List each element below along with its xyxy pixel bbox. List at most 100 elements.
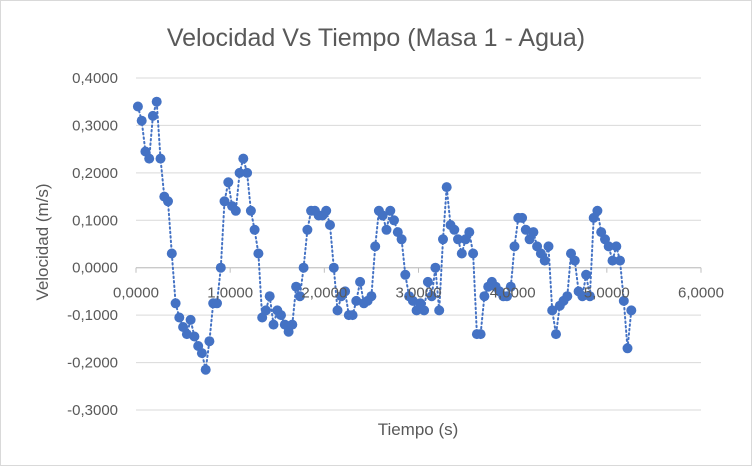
data-point <box>475 329 486 340</box>
y-tick-label: -0,2000 <box>67 355 118 372</box>
data-point <box>389 215 399 226</box>
data-point <box>234 167 245 178</box>
data-point <box>328 262 339 273</box>
data-point <box>400 269 411 280</box>
data-point <box>551 329 561 340</box>
data-point <box>434 305 445 316</box>
data-point <box>253 248 264 259</box>
data-point <box>230 205 241 216</box>
data-point <box>249 224 260 235</box>
y-tick-label: -0,3000 <box>67 402 118 419</box>
data-point <box>407 295 418 306</box>
data-point <box>340 286 351 297</box>
y-tick-label: 0,2000 <box>72 165 118 182</box>
data-point <box>276 310 286 321</box>
data-point <box>581 269 592 280</box>
x-tick-label: 1,0000 <box>207 285 253 302</box>
x-axis-label: Tiempo (s) <box>378 420 459 439</box>
y-axis-label: Velocidad (m/s) <box>33 183 52 300</box>
y-tick-label: 0,0000 <box>72 260 118 277</box>
data-point <box>468 248 479 259</box>
data-point <box>147 110 158 121</box>
data-point <box>223 177 234 188</box>
data-point <box>377 210 388 221</box>
data-point <box>547 305 558 316</box>
data-point <box>419 305 430 316</box>
data-point <box>426 291 437 302</box>
y-tick-label: -0,1000 <box>67 307 118 324</box>
data-point <box>584 291 595 302</box>
data-point <box>144 153 155 164</box>
data-point <box>456 248 467 259</box>
data-point <box>592 205 603 216</box>
x-tick-label: 6,0000 <box>678 285 724 302</box>
x-tick-label: 3,0000 <box>396 285 442 302</box>
data-point <box>622 343 633 354</box>
data-point <box>347 310 358 321</box>
data-point <box>136 115 147 126</box>
data-point <box>163 196 173 207</box>
data-point <box>302 224 313 235</box>
data-point <box>151 96 162 107</box>
data-point <box>238 153 249 164</box>
data-point <box>385 205 396 216</box>
tick-labels: -0,3000 -0,2000 -0,1000 0,0000 0,1000 0,2000 0… <box>67 70 724 419</box>
data-point <box>155 153 166 164</box>
y-tick-label: 0,4000 <box>72 70 118 87</box>
data-point <box>321 205 332 216</box>
data-point <box>615 255 625 266</box>
data-point <box>543 241 554 252</box>
data-point <box>366 291 377 302</box>
y-tick-label: 0,1000 <box>72 212 118 229</box>
data-point <box>287 319 298 330</box>
data-point <box>332 305 343 316</box>
data-point <box>181 329 192 340</box>
data-point <box>260 305 271 316</box>
data-point <box>611 241 622 252</box>
data-point <box>505 281 516 292</box>
x-tick-label: 4,0000 <box>490 285 536 302</box>
series-dotted-line <box>136 101 633 370</box>
data-point <box>212 298 222 309</box>
x-tick-label: 2,0000 <box>301 285 347 302</box>
data-point <box>422 276 433 287</box>
data-point <box>189 331 200 342</box>
data-point <box>479 291 490 302</box>
data-point <box>215 262 226 273</box>
data-points <box>132 96 637 375</box>
data-point <box>200 364 211 375</box>
data-point <box>453 234 463 245</box>
data-point <box>264 291 275 302</box>
data-point <box>166 248 177 259</box>
data-point <box>370 241 381 252</box>
data-point <box>298 262 309 273</box>
data-point <box>562 291 573 302</box>
trend-line <box>136 101 633 370</box>
data-point <box>577 291 588 302</box>
y-tick-label: 0,3000 <box>72 117 118 134</box>
data-point <box>464 227 475 238</box>
data-point <box>355 276 366 287</box>
x-tick-label: 5,0000 <box>584 285 630 302</box>
data-point <box>242 167 253 178</box>
data-point <box>351 295 362 306</box>
data-point <box>132 101 143 112</box>
data-point <box>520 224 531 235</box>
data-point <box>291 281 302 292</box>
data-point <box>381 224 392 235</box>
data-point <box>618 295 629 306</box>
data-point <box>174 312 185 323</box>
data-point <box>185 314 196 325</box>
data-point <box>170 298 181 309</box>
data-point <box>528 227 539 238</box>
data-point <box>607 255 618 266</box>
data-point <box>204 336 215 347</box>
data-point <box>517 212 528 223</box>
data-point <box>441 182 452 193</box>
data-point <box>438 234 448 245</box>
data-point <box>449 224 460 235</box>
data-point <box>196 348 207 359</box>
chart-title: Velocidad Vs Tiempo (Masa 1 - Agua) <box>167 24 585 52</box>
